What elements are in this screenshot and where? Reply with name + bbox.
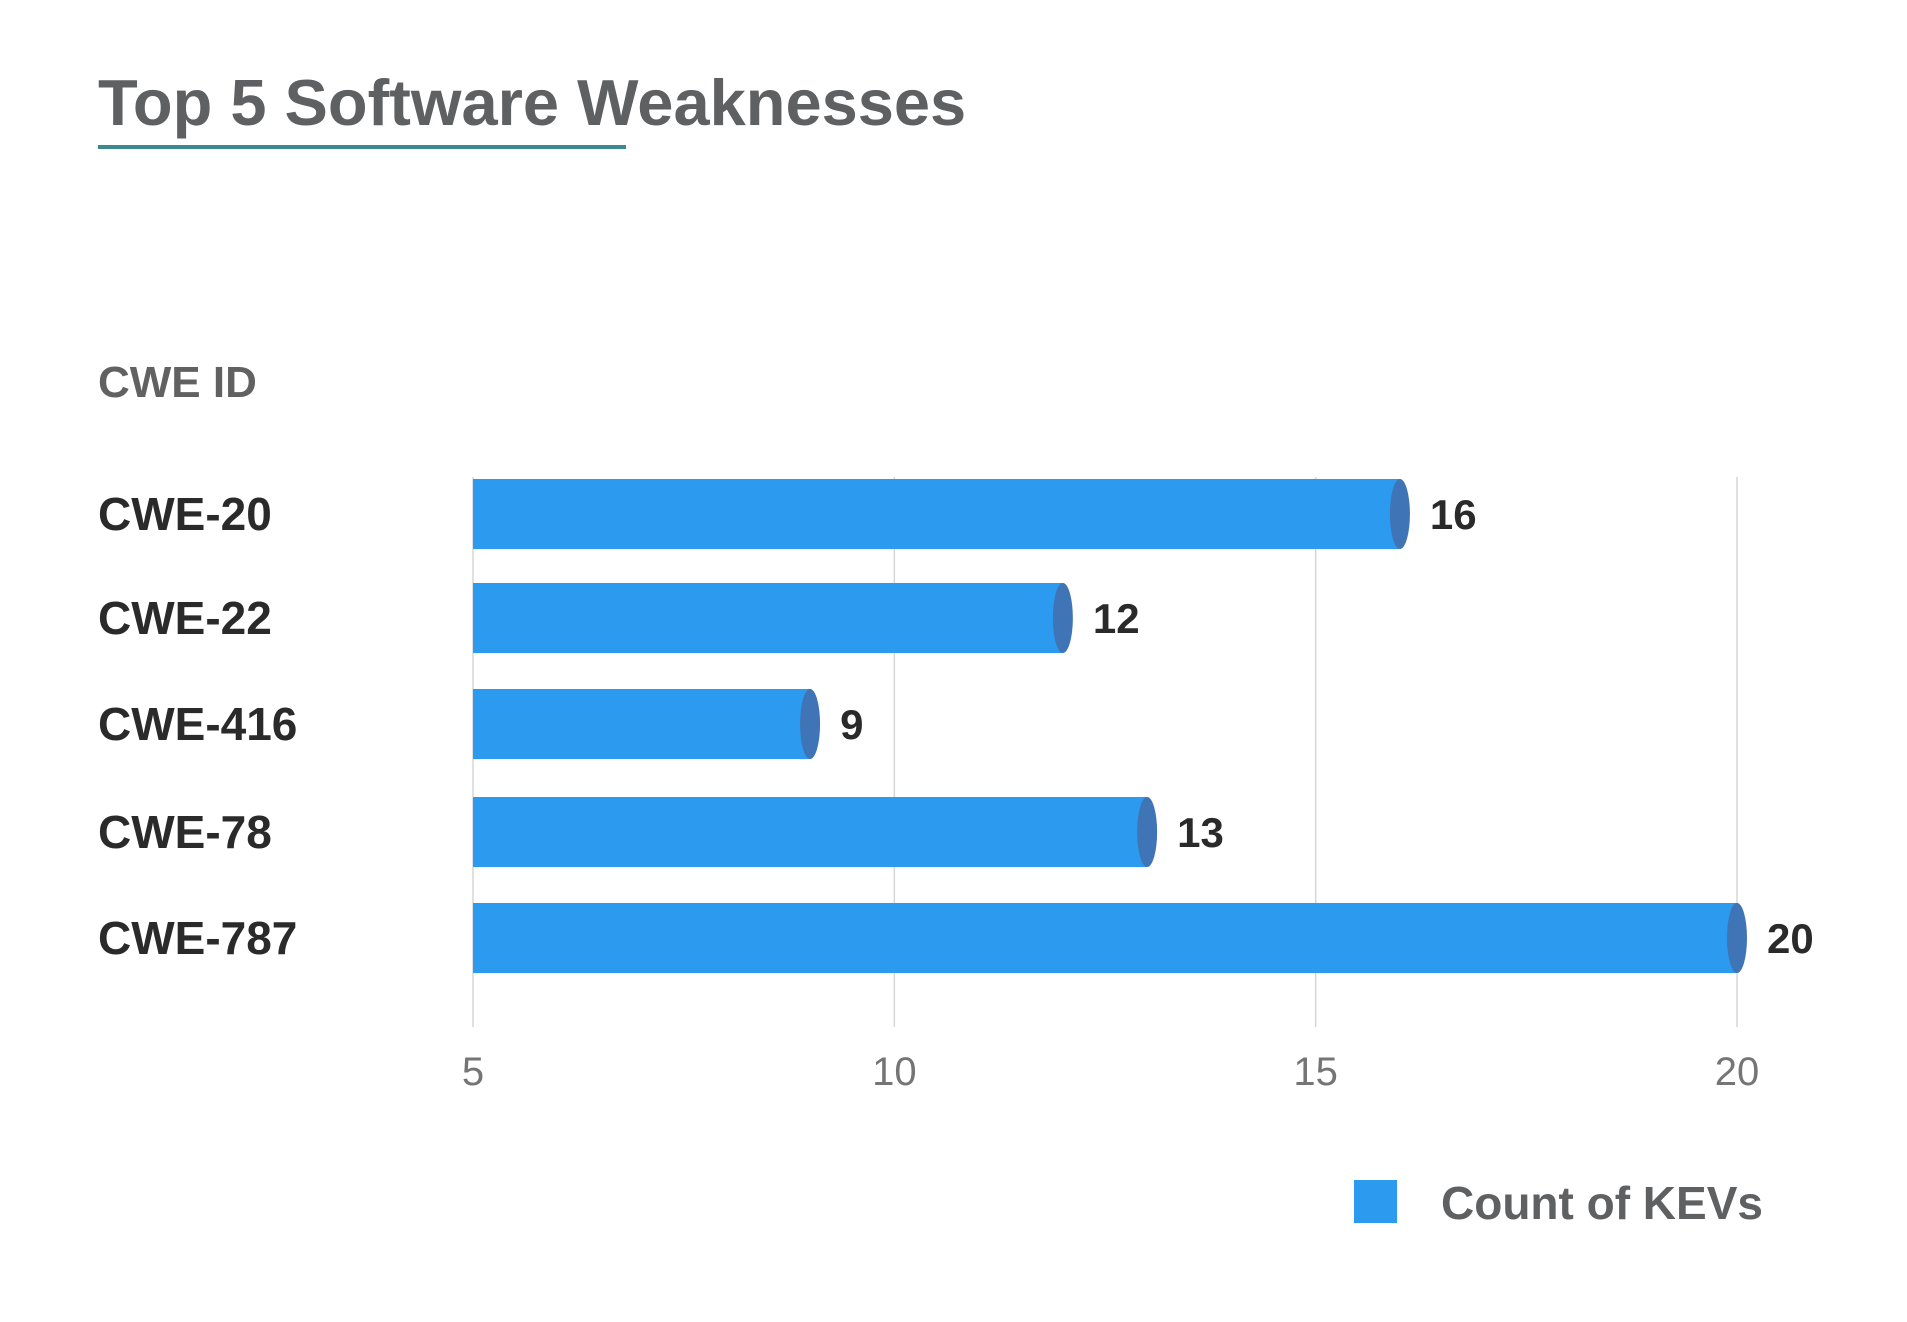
chart-title: Top 5 Software Weaknesses <box>98 66 966 139</box>
bar-cwe-20[interactable] <box>473 479 1400 549</box>
value-label: 13 <box>1177 809 1224 856</box>
bar-cap-cwe-78 <box>1137 797 1158 867</box>
category-label: CWE-78 <box>98 806 272 858</box>
legend-swatch <box>1354 1180 1397 1223</box>
x-tick-label: 15 <box>1293 1050 1338 1094</box>
bar-cwe-416[interactable] <box>473 689 811 759</box>
value-label: 12 <box>1093 595 1140 642</box>
bar-cwe-787[interactable] <box>473 903 1737 973</box>
category-label: CWE-20 <box>98 488 272 540</box>
bar-cap-cwe-787 <box>1727 903 1747 973</box>
category-label: CWE-416 <box>98 698 297 750</box>
y-axis-title: CWE ID <box>98 358 257 407</box>
category-labels: CWE-20 CWE-22 CWE-416 CWE-78 CWE-787 <box>98 488 297 964</box>
x-tick-label: 10 <box>872 1050 917 1094</box>
category-label: CWE-787 <box>98 912 297 964</box>
legend-label: Count of KEVs <box>1441 1177 1763 1229</box>
x-tick-label: 20 <box>1715 1050 1760 1094</box>
category-label: CWE-22 <box>98 592 272 644</box>
value-label: 20 <box>1767 915 1814 962</box>
bar-cap-cwe-22 <box>1052 583 1073 653</box>
value-label: 9 <box>840 701 863 748</box>
bars <box>473 479 1747 973</box>
bar-cap-cwe-416 <box>800 689 821 759</box>
x-tick-labels: 5 10 15 20 <box>462 1050 1759 1094</box>
bar-cwe-22[interactable] <box>473 583 1063 653</box>
legend[interactable]: Count of KEVs <box>1354 1177 1763 1229</box>
value-labels: 16 12 9 13 20 <box>840 491 1814 962</box>
title-underline <box>98 145 626 149</box>
bar-cwe-78[interactable] <box>473 797 1148 867</box>
value-label: 16 <box>1430 491 1477 538</box>
bar-cap-cwe-20 <box>1389 479 1410 549</box>
x-tick-label: 5 <box>462 1050 484 1094</box>
